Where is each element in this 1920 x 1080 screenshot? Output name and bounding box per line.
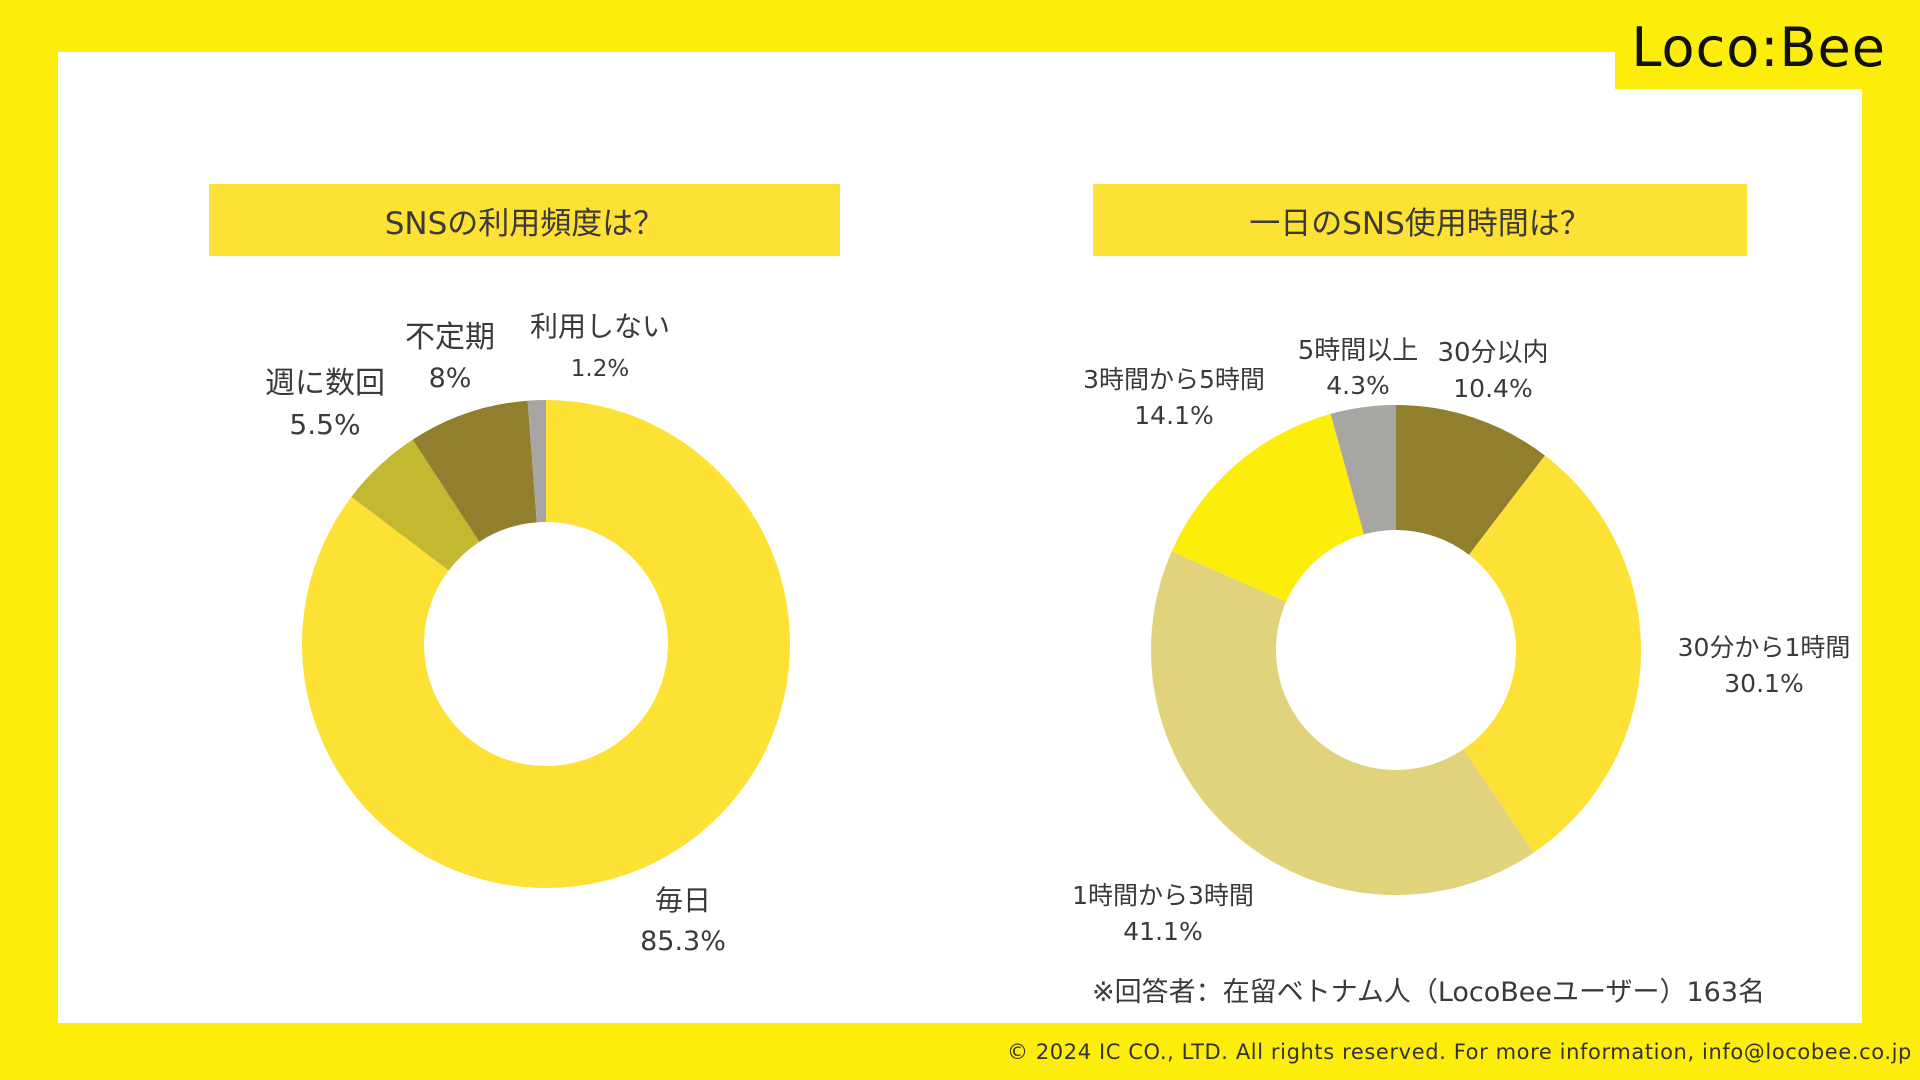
- slice-label-0-2: 不定期: [405, 320, 495, 355]
- slice-value-1-1: 30.1%: [1724, 669, 1803, 698]
- slice-0-1: [351, 439, 480, 571]
- slice-1-2: [1151, 551, 1534, 896]
- slice-label-1-0: 30分以内: [1437, 338, 1548, 368]
- slice-value-1-0: 10.4%: [1453, 374, 1532, 403]
- slice-label-1-3: 3時間から5時間: [1083, 365, 1265, 394]
- slice-label-1-2: 1時間から3時間: [1072, 881, 1254, 910]
- chart-title-sns-frequency: SNSの利用頻度は？: [209, 184, 840, 256]
- slice-1-4: [1330, 405, 1396, 535]
- slice-label-0-3: 利用しない: [530, 310, 670, 343]
- slice-value-1-2: 41.1%: [1123, 917, 1202, 946]
- slice-0-3: [527, 400, 546, 523]
- slice-value-0-3: 1.2%: [571, 356, 629, 382]
- slice-label-1-4: 5時間以上: [1298, 336, 1419, 366]
- slice-1-0: [1396, 405, 1545, 555]
- slice-label-1-1: 30分から1時間: [1678, 633, 1851, 662]
- respondent-note: ※回答者：在留ベトナム人（LocoBeeユーザー）163名: [1092, 977, 1766, 1008]
- copyright-footer: © 2024 IC CO., LTD. All rights reserved.…: [1006, 1040, 1912, 1064]
- slice-0-0: [301, 400, 790, 888]
- chart-title-sns-daily-time: 一日のSNS使用時間は？: [1093, 184, 1747, 256]
- slice-1-3: [1171, 413, 1364, 602]
- slice-value-0-0: 85.3%: [640, 926, 726, 957]
- slice-1-1: [1463, 455, 1642, 853]
- slice-0-2: [412, 400, 537, 542]
- locobee-logo: Loco:Bee: [1615, 12, 1900, 89]
- slice-value-0-2: 8%: [429, 363, 472, 394]
- slice-value-1-4: 4.3%: [1326, 371, 1390, 400]
- slice-value-1-3: 14.1%: [1134, 401, 1213, 430]
- slice-label-0-0: 毎日: [655, 884, 711, 917]
- slice-label-0-1: 週に数回: [265, 366, 385, 401]
- slice-value-0-1: 5.5%: [289, 408, 360, 441]
